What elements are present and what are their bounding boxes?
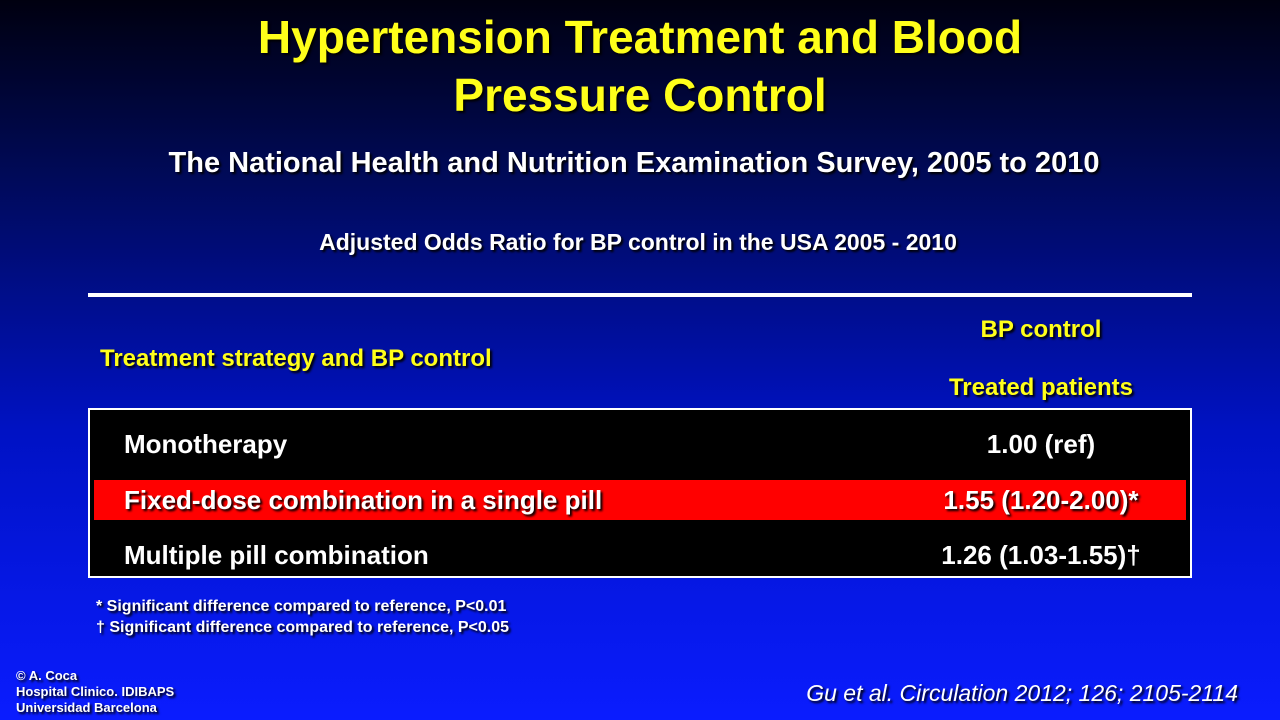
table-row-multiple-pill-combination: Multiple pill combination 1.26 (1.03-1.5… [90, 535, 1190, 575]
slide-subtitle: The National Health and Nutrition Examin… [168, 147, 1100, 179]
row-value: 1.55 (1.20-2.00)* [943, 485, 1139, 515]
row-label: Fixed-dose combination in a single pill [124, 485, 603, 515]
credit-author: © A. Coca [16, 668, 78, 683]
row-value: 1.26 (1.03-1.55)† [941, 540, 1141, 570]
column-header-treated-patients: Treated patients [948, 374, 1134, 401]
row-value: 1.00 (ref) [986, 429, 1096, 459]
reference-citation: Gu et al. Circulation 2012; 126; 2105-21… [806, 680, 1238, 706]
slide-title: Hypertension Treatment and Blood Pressur… [0, 8, 1280, 124]
table-row-monotherapy: Monotherapy 1.00 (ref) [90, 424, 1190, 464]
table-top-rule [88, 293, 1192, 297]
table-title: Adjusted Odds Ratio for BP control in th… [319, 229, 957, 255]
table-row-fixed-dose-combination: Fixed-dose combination in a single pill … [94, 480, 1186, 520]
slide-title-line2: Pressure Control [453, 69, 827, 121]
credit-university: Universidad Barcelona [16, 700, 157, 715]
footnote-p001: * Significant difference compared to ref… [96, 598, 507, 615]
copyright-credit: © A. Coca Hospital Clinico. IDIBAPS Univ… [16, 668, 174, 716]
results-table: Monotherapy 1.00 (ref) Fixed-dose combin… [88, 408, 1192, 578]
slide-title-line1: Hypertension Treatment and Blood [257, 11, 1023, 63]
row-label: Multiple pill combination [124, 540, 429, 570]
column-header-bp-control: BP control [980, 316, 1102, 343]
footnote-p005: † Significant difference compared to ref… [96, 619, 510, 636]
row-label: Monotherapy [124, 429, 288, 459]
credit-hospital: Hospital Clinico. IDIBAPS [16, 684, 175, 699]
column-header-treatment: Treatment strategy and BP control [100, 345, 492, 372]
